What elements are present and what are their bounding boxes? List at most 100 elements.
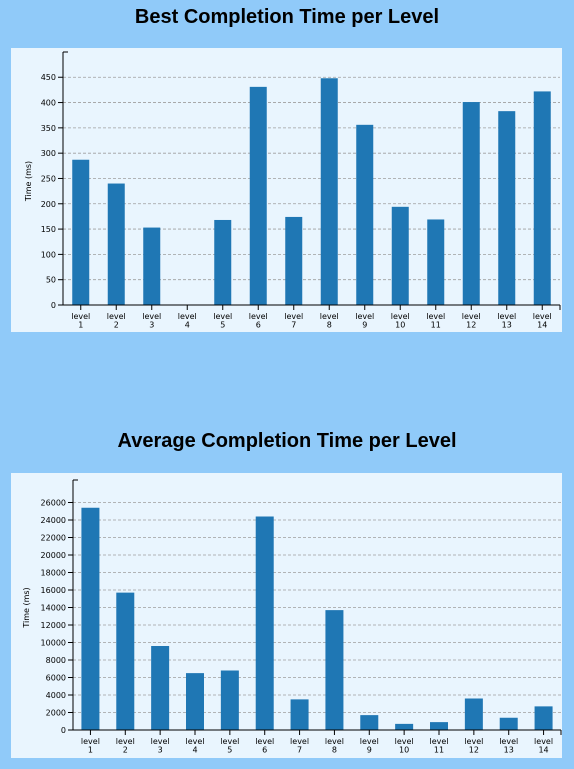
y-tick-label: 400: [41, 99, 56, 108]
x-tick-label: 5: [220, 321, 225, 330]
x-tick-label: level: [142, 312, 161, 321]
x-tick-label: 3: [158, 746, 163, 755]
y-tick-label: 50: [46, 276, 56, 285]
average-time-chart: 0 2000 4000 6000 8000 10000 12000 14000 16000 180…: [22, 479, 562, 755]
y-tick-label: 2000: [46, 709, 66, 718]
x-tick-label: 1: [88, 746, 93, 755]
y-tick-label: 250: [41, 174, 56, 183]
bar-level-3: [151, 646, 170, 730]
x-tick-label: level: [464, 737, 483, 746]
x-tick-label: level: [325, 737, 344, 746]
x-tick-label: level: [395, 737, 414, 746]
x-tick-label: level: [178, 312, 197, 321]
y-tick-label: 20000: [41, 551, 66, 560]
bar-level-9: [360, 715, 379, 730]
y-tick-label: 22000: [41, 534, 66, 543]
x-tick-label: 13: [504, 746, 514, 755]
x-tick-label: 10: [395, 321, 405, 330]
average-time-chart-panel: 0 2000 4000 6000 8000 10000 12000 14000 16000 180…: [11, 473, 562, 758]
bar-level-10: [395, 723, 414, 730]
x-tick-label: level: [290, 737, 309, 746]
bar-level-1: [81, 507, 100, 730]
y-tick-label: 350: [41, 124, 56, 133]
x-tick-label: level: [499, 737, 518, 746]
bar-level-13: [498, 111, 516, 305]
x-tick-label: level: [220, 737, 239, 746]
bar-level-5: [214, 219, 232, 305]
bar-level-4: [186, 673, 204, 730]
x-tick-label: 13: [502, 321, 512, 330]
bar-level-7: [290, 699, 309, 730]
x-tick-label: level: [81, 737, 100, 746]
x-tick-label: level: [360, 737, 379, 746]
y-tick-label: 450: [41, 73, 56, 82]
bar-level-12: [462, 102, 480, 306]
y-tick-label: 26000: [41, 499, 66, 508]
bar-level-2: [116, 592, 135, 730]
y-tick-label: 0: [61, 726, 66, 735]
y-tick-label: 150: [41, 225, 56, 234]
bar-level-2: [107, 183, 125, 305]
bar-level-1: [72, 159, 90, 305]
x-tick-label: 7: [291, 321, 296, 330]
x-tick-label: 5: [227, 746, 232, 755]
bar-level-10: [391, 206, 409, 305]
bar-level-11: [430, 722, 448, 730]
x-tick-label: level: [107, 312, 126, 321]
x-tick-label: 9: [362, 321, 367, 330]
y-tick-label: 10000: [41, 639, 66, 648]
x-tick-label: 4: [185, 321, 190, 330]
x-tick-label: 14: [537, 321, 547, 330]
bar-level-6: [255, 516, 274, 730]
y-tick-label: 8000: [46, 656, 66, 665]
x-tick-label: 14: [538, 746, 548, 755]
bar-level-8: [320, 78, 338, 305]
bar-level-12: [464, 698, 483, 730]
x-tick-label: level: [533, 312, 552, 321]
bar-level-13: [499, 717, 518, 730]
x-tick-label: level: [249, 312, 268, 321]
x-tick-label: level: [426, 312, 445, 321]
y-tick-label: 24000: [41, 516, 66, 525]
x-tick-label: 2: [123, 746, 128, 755]
x-tick-label: 11: [431, 321, 441, 330]
y-tick-label: 12000: [41, 621, 66, 630]
y-tick-label: 300: [41, 149, 56, 158]
x-tick-label: level: [497, 312, 516, 321]
bar-level-9: [356, 124, 374, 306]
x-tick-label: 6: [262, 746, 267, 755]
x-tick-label: 11: [434, 746, 444, 755]
x-tick-label: level: [391, 312, 410, 321]
bar-level-6: [249, 86, 267, 305]
y-tick-label: 200: [41, 200, 56, 209]
x-tick-label: 6: [256, 321, 261, 330]
best-time-chart: 050100150200250300350400450level1level2l…: [24, 51, 561, 330]
bar-level-14: [533, 91, 551, 305]
x-tick-label: 12: [466, 321, 476, 330]
bar-level-8: [325, 610, 344, 730]
bar-level-3: [143, 227, 161, 305]
x-tick-label: 4: [192, 746, 197, 755]
x-tick-label: level: [534, 737, 553, 746]
x-tick-label: 8: [327, 321, 332, 330]
x-tick-label: 10: [399, 746, 409, 755]
x-tick-label: level: [151, 737, 170, 746]
x-tick-label: level: [429, 737, 448, 746]
bar-level-14: [534, 706, 553, 730]
x-tick-label: level: [185, 737, 204, 746]
average-time-chart-title: Average Completion Time per Level: [117, 430, 457, 452]
y-axis-label: Time (ms): [24, 161, 33, 202]
x-tick-label: level: [213, 312, 232, 321]
bar-level-5: [220, 670, 239, 730]
y-tick-label: 16000: [41, 586, 66, 595]
y-tick-label: 6000: [46, 674, 66, 683]
x-tick-label: level: [116, 737, 135, 746]
bar-level-7: [285, 216, 303, 305]
x-tick-label: level: [355, 312, 374, 321]
y-tick-label: 4000: [46, 691, 66, 700]
y-tick-label: 18000: [41, 569, 66, 578]
x-tick-label: 12: [469, 746, 479, 755]
x-tick-label: 2: [114, 321, 119, 330]
best-time-chart-panel: 0 50 100 150 200 250 300 350 400 450 level 1 level 2 l…: [11, 48, 562, 332]
x-tick-label: 9: [367, 746, 372, 755]
